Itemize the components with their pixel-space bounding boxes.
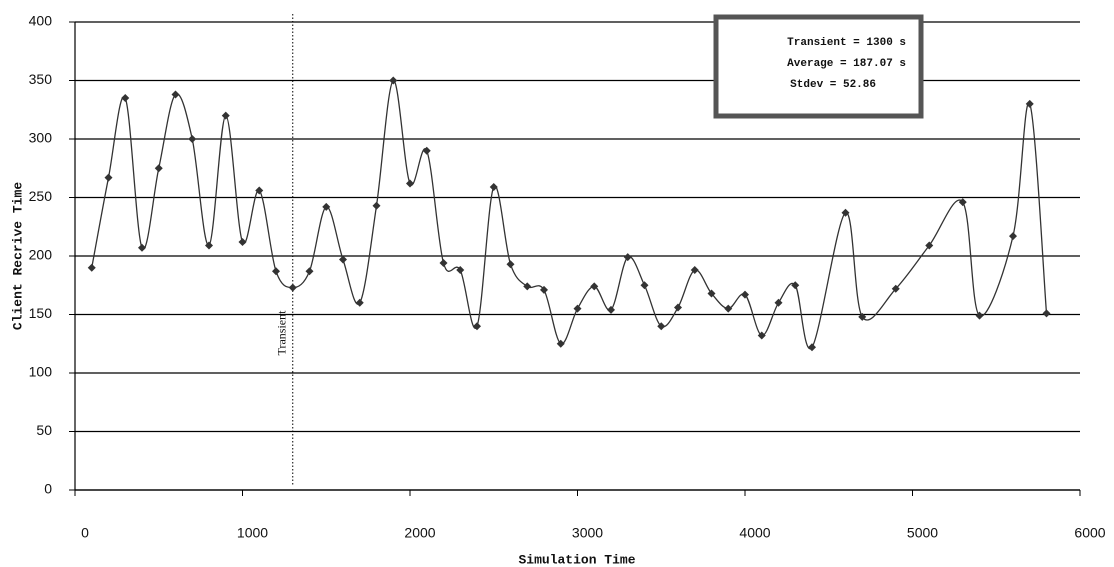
data-point — [607, 306, 615, 314]
annotation-text: Transient = 1300 s — [787, 37, 906, 49]
transient-label: Transient — [275, 310, 289, 356]
data-point — [808, 343, 816, 351]
x-tick-label: 6000 — [1074, 525, 1105, 541]
x-axis-title: Simulation Time — [518, 552, 635, 567]
y-axis-title: Client Recrive Time — [10, 182, 25, 330]
data-point — [423, 147, 431, 155]
data-point — [138, 244, 146, 252]
data-point — [641, 281, 649, 289]
y-tick-label: 200 — [29, 247, 53, 263]
data-point — [523, 282, 531, 290]
data-point — [389, 77, 397, 85]
data-point — [507, 260, 515, 268]
y-tick-label: 0 — [44, 481, 52, 497]
data-point — [574, 305, 582, 313]
data-point — [1043, 309, 1051, 317]
data-point — [473, 322, 481, 330]
y-tick-label: 300 — [29, 130, 53, 146]
data-point — [172, 91, 180, 99]
data-point — [188, 135, 196, 143]
data-point — [239, 238, 247, 246]
data-point — [373, 202, 381, 210]
data-point — [155, 164, 163, 172]
y-tick-label: 50 — [36, 422, 52, 438]
data-point — [121, 94, 129, 102]
data-point — [105, 174, 113, 182]
x-tick-label: 3000 — [572, 525, 603, 541]
data-point — [272, 267, 280, 275]
data-point — [724, 305, 732, 313]
data-point — [356, 299, 364, 307]
y-tick-label: 400 — [29, 13, 53, 29]
data-point — [88, 264, 96, 272]
data-point — [1009, 232, 1017, 240]
data-point — [959, 198, 967, 206]
y-tick-label: 350 — [29, 71, 53, 87]
chart: Simulation Time Client Recrive Time 0 50 1… — [0, 0, 1114, 567]
data-point — [741, 291, 749, 299]
data-point — [406, 179, 414, 187]
annotation-text: Average = 187.07 s — [787, 58, 906, 70]
x-tick-label: 0 — [81, 525, 89, 541]
x-tick-label: 2000 — [404, 525, 435, 541]
data-point — [976, 312, 984, 320]
x-tick-label: 4000 — [739, 525, 770, 541]
y-tick-label: 150 — [29, 305, 53, 321]
annotation-text: Stdev = 52.86 — [790, 79, 876, 91]
series-line — [92, 80, 1047, 348]
data-point — [557, 340, 565, 348]
x-tick-label: 1000 — [237, 525, 268, 541]
data-point — [306, 267, 314, 275]
data-point — [775, 299, 783, 307]
data-point — [624, 253, 632, 261]
y-tick-label: 100 — [29, 364, 53, 380]
data-point — [440, 259, 448, 267]
data-point — [339, 256, 347, 264]
data-point — [289, 284, 297, 292]
x-tick-label: 5000 — [907, 525, 938, 541]
y-tick-label: 250 — [29, 188, 53, 204]
data-point — [222, 112, 230, 120]
data-point — [791, 281, 799, 289]
data-point — [674, 303, 682, 311]
